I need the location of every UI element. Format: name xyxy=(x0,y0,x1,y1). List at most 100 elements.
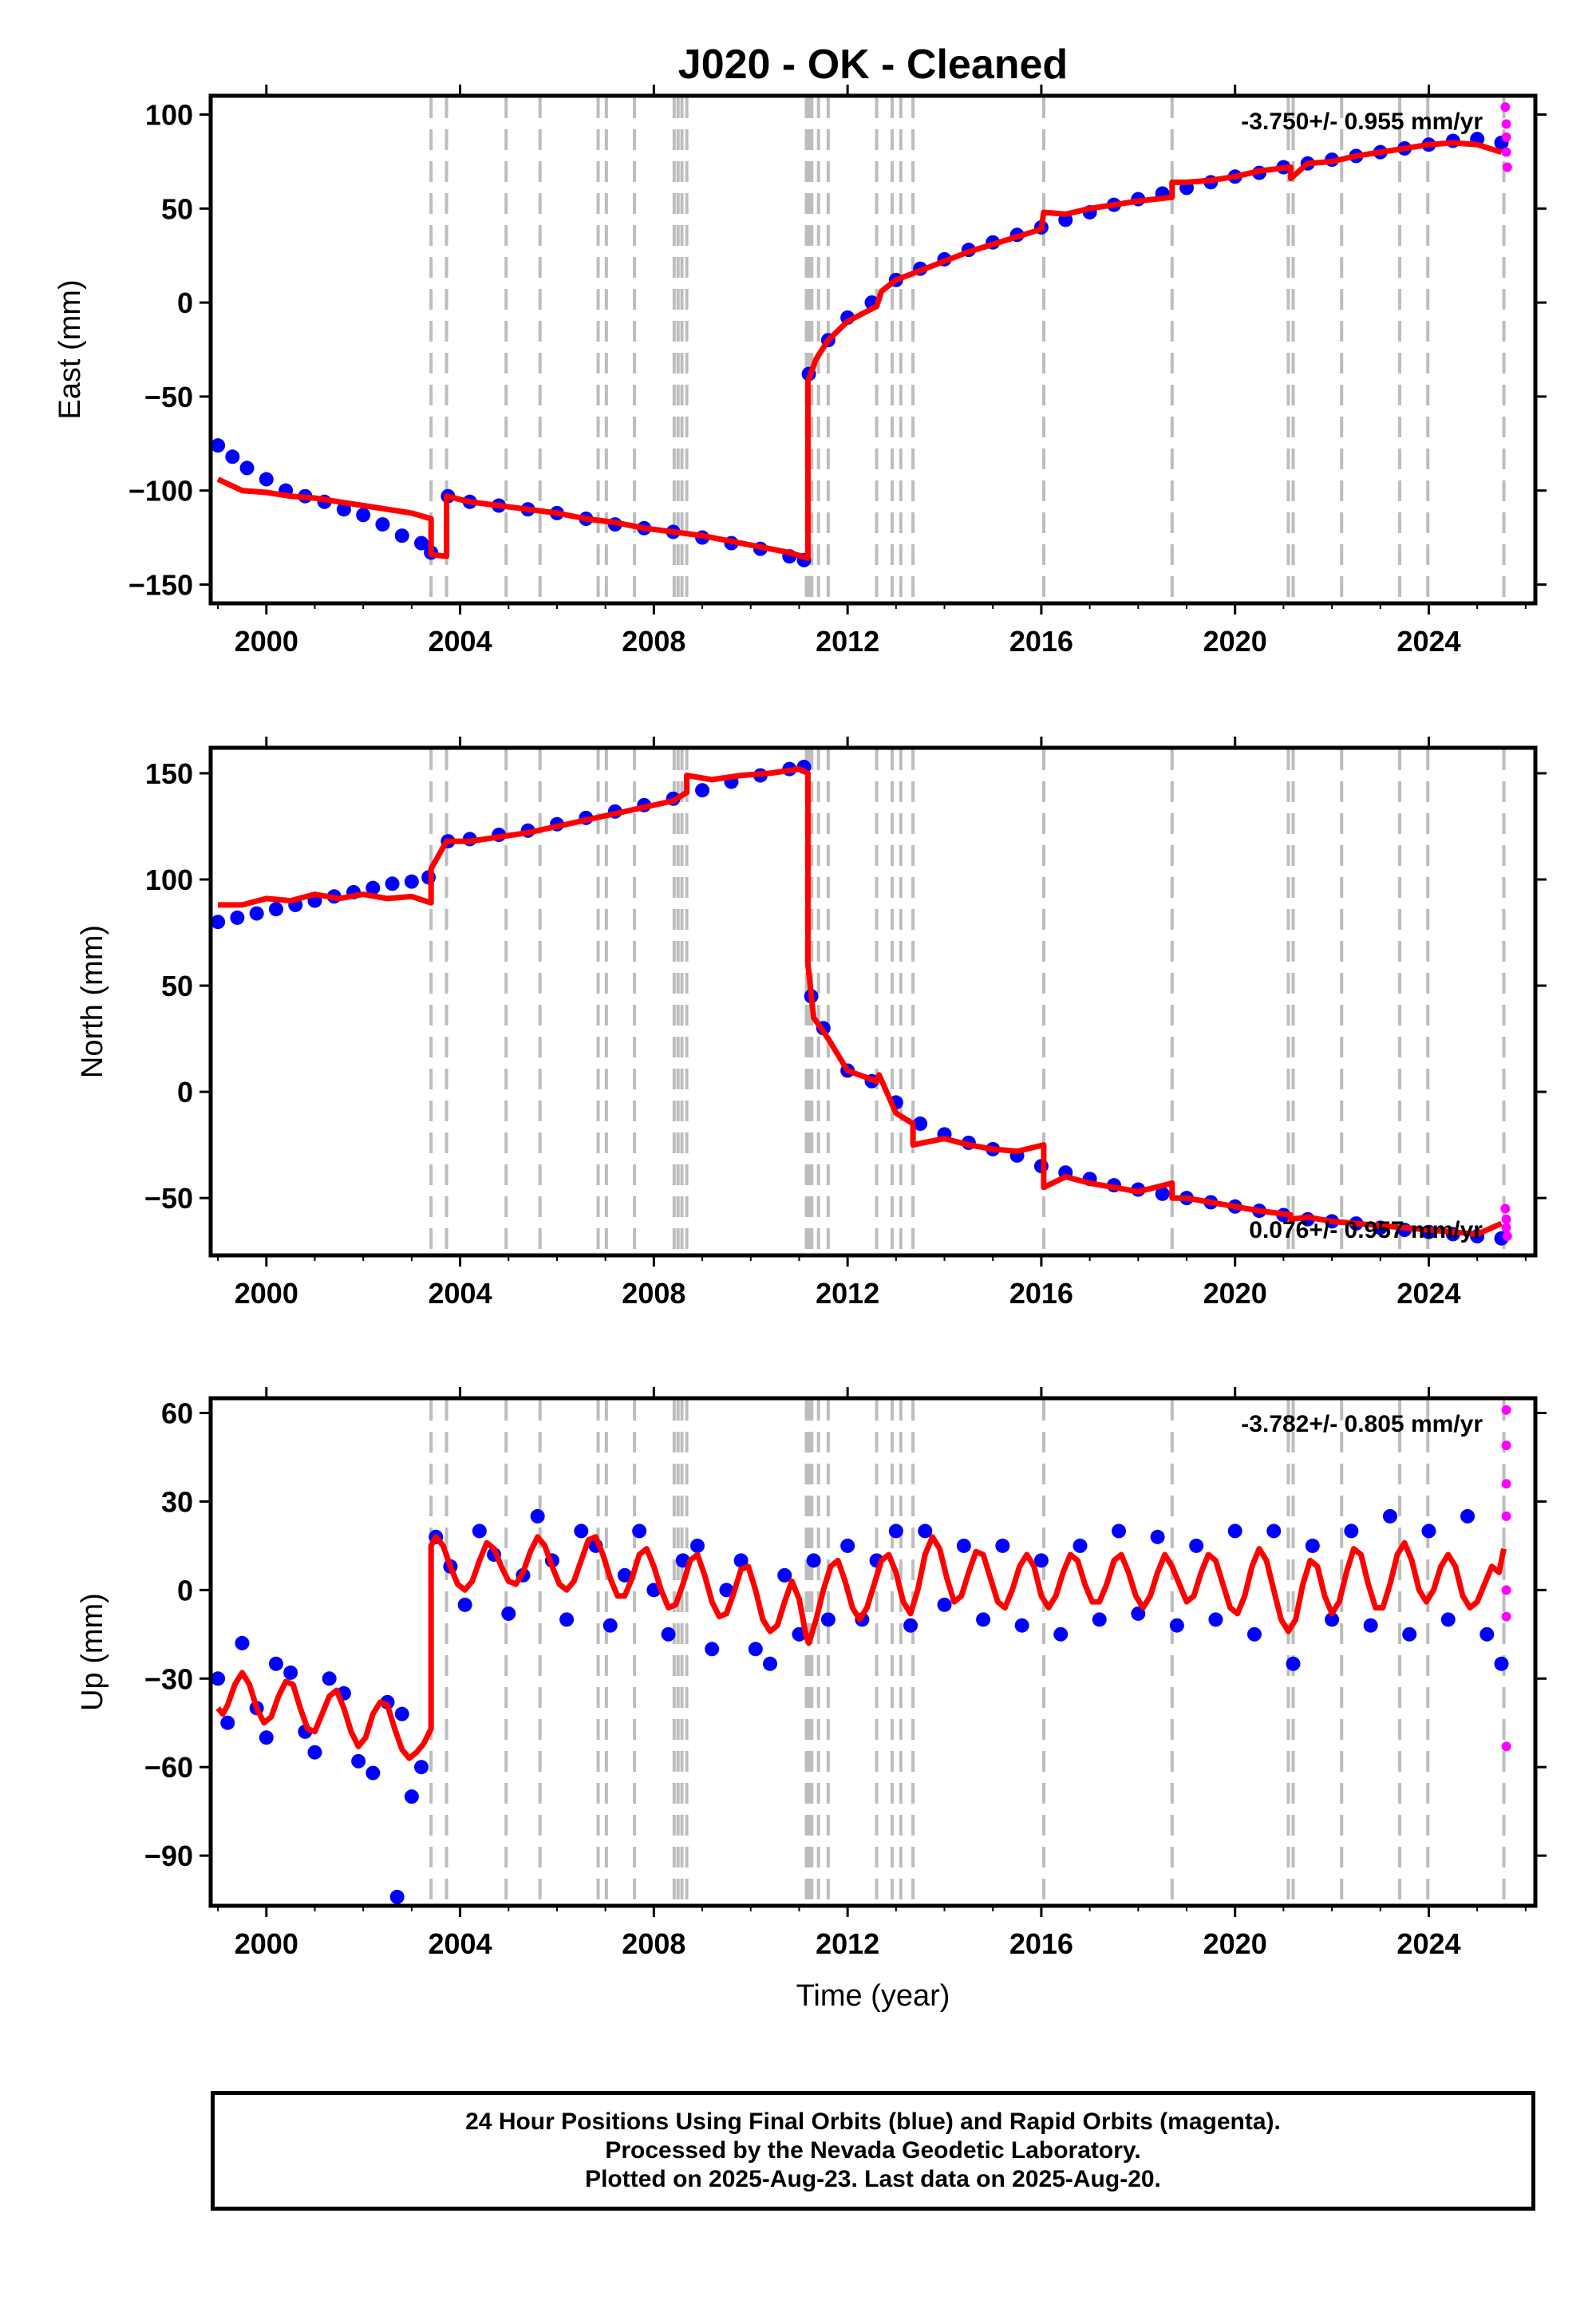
north-mm-axis-label: North (mm) xyxy=(76,925,109,1078)
panel-3-final-point xyxy=(307,1745,322,1760)
panel-3-final-point xyxy=(1073,1538,1088,1553)
panel-1-x-tick-label: 2008 xyxy=(622,625,685,658)
panel-3-final-point xyxy=(259,1730,274,1745)
panel-3-final-point xyxy=(733,1553,749,1568)
panel-3-final-point xyxy=(995,1538,1010,1553)
panel-1-x-tick-label: 2012 xyxy=(816,625,879,658)
panel-3-final-point xyxy=(1325,1612,1340,1627)
panel-3-final-point xyxy=(1402,1626,1417,1642)
footer-caption-box: 24 Hour Positions Using Final Orbits (bl… xyxy=(211,2091,1535,2211)
panel-3-final-point xyxy=(719,1583,734,1598)
panel-1-model-line xyxy=(216,140,1503,561)
panel-2-final-point xyxy=(404,874,419,889)
panel-3-y-tick-label: −90 xyxy=(144,1840,193,1872)
panel-2-x-tick-label: 2000 xyxy=(235,1277,298,1310)
panel-3-x-tick-label: 2004 xyxy=(429,1927,492,1960)
panel-3-final-point xyxy=(1189,1538,1204,1553)
panel-3-final-point xyxy=(1363,1618,1378,1633)
panel-1-final-point xyxy=(414,536,429,551)
panel-3-final-point xyxy=(632,1524,647,1539)
panel-3-final-point xyxy=(1033,1553,1049,1568)
panel-3-y-tick-label: 0 xyxy=(177,1574,193,1607)
panel-3-frame xyxy=(208,1396,1538,1908)
panel-3-final-point xyxy=(705,1642,720,1657)
panel-3-final-point xyxy=(1266,1524,1282,1539)
panel-2-final-point xyxy=(268,902,283,917)
panel-3-y-tick-label: 60 xyxy=(161,1397,193,1429)
panel-2-y-tick-label: 100 xyxy=(145,864,193,896)
panel-3-final-point xyxy=(888,1524,903,1539)
east-mm-axis-label: East (mm) xyxy=(53,279,87,419)
panel-3-final-point xyxy=(1440,1612,1456,1627)
panel-3-final-point xyxy=(840,1538,855,1553)
panel-1-x-tick-label: 2016 xyxy=(1009,625,1073,658)
panel-3-final-point xyxy=(748,1642,763,1657)
panel-3-final-point xyxy=(937,1597,952,1612)
panel-3-final-point xyxy=(365,1765,381,1780)
panel-3-final-point xyxy=(1479,1626,1495,1642)
panel-3-final-point xyxy=(1305,1538,1320,1553)
footer-line-2: Processed by the Nevada Geodetic Laborat… xyxy=(605,2137,1141,2164)
panel-3-x-tick-label: 2016 xyxy=(1009,1927,1073,1960)
panel-1-final-point xyxy=(259,472,274,487)
panel-3-final-point xyxy=(322,1671,337,1686)
panel-3-y-tick-label: 30 xyxy=(161,1485,193,1518)
panel-3-final-point xyxy=(1053,1626,1069,1642)
panel-2-final-point xyxy=(913,1117,928,1132)
up-mm-axis-label: Up (mm) xyxy=(76,1593,109,1711)
footer-line-3: Plotted on 2025-Aug-23. Last data on 202… xyxy=(585,2166,1161,2192)
panel-1-rapid-point xyxy=(1501,119,1511,129)
panel-3-final-point xyxy=(351,1753,366,1769)
panel-3-final-point xyxy=(1112,1524,1127,1539)
panel-1-y-tick-label: 0 xyxy=(177,287,193,319)
panel-2-x-tick-label: 2020 xyxy=(1203,1277,1267,1310)
panel-3-y-tick-label: −30 xyxy=(144,1662,193,1695)
panel-3-final-point xyxy=(220,1715,235,1730)
panel-2-final-point xyxy=(249,906,264,921)
panel-3-rapid-point xyxy=(1501,1585,1511,1595)
panel-2-y-tick-label: 150 xyxy=(145,757,193,790)
panel-1-y-tick-label: 100 xyxy=(145,99,193,132)
panel-3-final-point xyxy=(235,1635,250,1650)
panel-3-y-tick-label: −60 xyxy=(144,1751,193,1784)
panel-1-x-tick-label: 2000 xyxy=(235,625,298,658)
panel-3-final-point xyxy=(283,1665,298,1680)
panel-3-final-point xyxy=(763,1656,778,1671)
panel-1-final-point xyxy=(394,528,409,543)
panel-2-x-tick-label: 2012 xyxy=(816,1277,879,1310)
panel-3-final-point xyxy=(976,1612,991,1627)
panel-2-y-tick-label: −50 xyxy=(144,1182,193,1215)
footer-line-1: 24 Hour Positions Using Final Orbits (bl… xyxy=(465,2109,1281,2135)
panel-1-final-point xyxy=(239,460,255,476)
panel-3-x-tick-label: 2024 xyxy=(1396,1927,1460,1960)
panel-3-final-point xyxy=(1169,1618,1184,1633)
panel-1: 2000 2004 2008 2012 2016 2020 2024 −150 −100 −50 0… xyxy=(53,41,1547,658)
panel-2-y-tick-label: 50 xyxy=(161,970,193,1002)
panel-1-rate-annotation: -3.750+/- 0.955 mm/yr xyxy=(1241,109,1483,135)
panel-3-x-tick-label: 2000 xyxy=(235,1927,298,1960)
panel-3-final-point xyxy=(903,1618,918,1633)
panel-2-x-tick-label: 2016 xyxy=(1009,1277,1073,1310)
panel-2-x-tick-label: 2004 xyxy=(429,1277,492,1310)
panel-2-x-tick-label: 2024 xyxy=(1396,1277,1460,1310)
panel-3: 2000 2004 2008 2012 2016 2020 2024 −90 −60 −30 0 30… xyxy=(76,1387,1547,2013)
panel-3-final-point xyxy=(389,1889,405,1904)
panel-1-x-tick-label: 2004 xyxy=(429,625,492,658)
panel-3-x-tick-label: 2020 xyxy=(1203,1927,1267,1960)
panel-3-final-point xyxy=(918,1524,933,1539)
panel-1-x-tick-label: 2020 xyxy=(1203,625,1267,658)
panel-3-final-point xyxy=(404,1789,419,1804)
panel-2-model-line xyxy=(218,766,1503,1237)
panel-1-y-tick-label: −50 xyxy=(144,381,193,413)
chart-title: J020 - OK - Cleaned xyxy=(678,41,1068,88)
x-axis-label: Time (year) xyxy=(796,1979,950,2013)
panel-2-x-tick-label: 2008 xyxy=(622,1277,685,1310)
panel-3-final-point xyxy=(394,1706,409,1721)
panel-2-final-point xyxy=(230,910,245,925)
panel-1-y-tick-label: −150 xyxy=(128,568,193,601)
panel-3-rapid-point xyxy=(1501,1511,1511,1521)
panel-2-final-point xyxy=(365,880,381,895)
panel-2-rapid-point xyxy=(1500,1203,1511,1214)
panel-3-final-point xyxy=(777,1567,792,1583)
panel-1-final-point xyxy=(375,517,390,532)
